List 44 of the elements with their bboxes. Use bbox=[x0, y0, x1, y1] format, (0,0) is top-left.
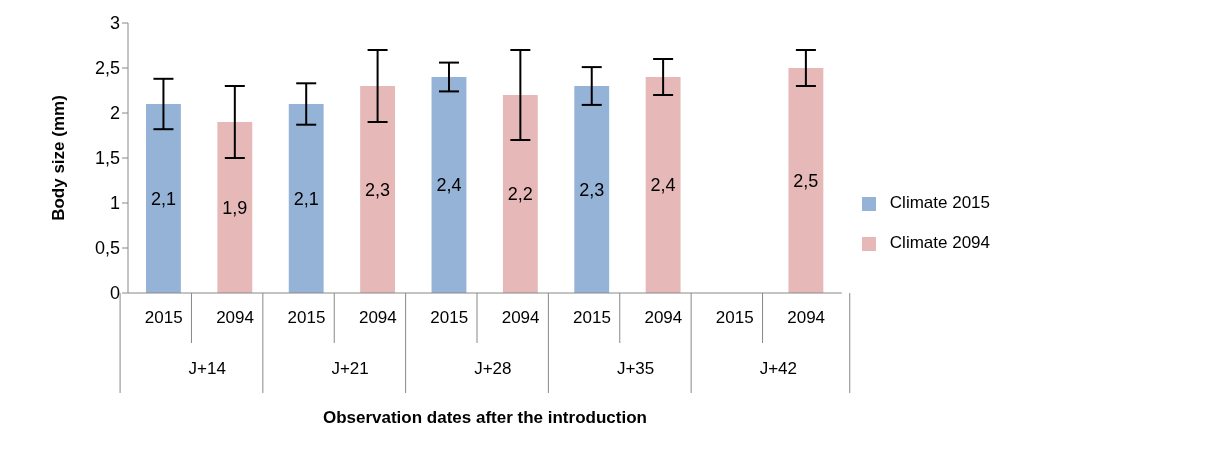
text: J+28 bbox=[474, 359, 512, 378]
legend-label: Climate 2094 bbox=[889, 233, 990, 252]
bar bbox=[360, 86, 396, 293]
text: J+35 bbox=[616, 359, 655, 378]
y-tick-label: 2,5 bbox=[94, 58, 120, 79]
y-tick-label: 0,5 bbox=[94, 238, 120, 259]
x-axis-title: Observation dates after the introduction bbox=[322, 408, 647, 427]
data-label: 2,3 bbox=[365, 179, 391, 200]
y-tick-label: 3 bbox=[109, 13, 120, 34]
bar bbox=[217, 122, 253, 293]
x-tick-label: 2094 bbox=[358, 308, 397, 327]
text: J+42 bbox=[759, 359, 798, 378]
text: J+21 bbox=[331, 359, 369, 378]
x-tick-label: 2015 bbox=[144, 308, 183, 327]
y-axis-title: Body size (mm) bbox=[49, 95, 69, 221]
bar bbox=[788, 68, 824, 293]
text: J+14 bbox=[188, 359, 226, 378]
bar bbox=[146, 104, 181, 293]
y-tick-label: 2 bbox=[109, 103, 120, 124]
data-label: 2,1 bbox=[293, 188, 319, 209]
bar bbox=[288, 104, 324, 293]
x-tick-label: 2015 bbox=[430, 308, 469, 327]
bar bbox=[502, 95, 538, 293]
data-label: 2,5 bbox=[793, 170, 819, 191]
data-label: 2,4 bbox=[436, 175, 462, 195]
bar bbox=[645, 77, 681, 293]
x-tick-label: 2094 bbox=[216, 308, 254, 327]
y-tick-label: 1,5 bbox=[94, 148, 120, 169]
legend-label: Climate 2015 bbox=[889, 193, 990, 212]
data-label: 2,3 bbox=[579, 179, 605, 200]
x-tick-label: 2094 bbox=[644, 308, 683, 327]
bar bbox=[431, 77, 467, 293]
x-tick-label: 2015 bbox=[715, 308, 754, 327]
bar bbox=[574, 86, 610, 293]
x-tick-label: 2015 bbox=[287, 308, 326, 327]
data-label: 2,2 bbox=[507, 184, 533, 204]
x-tick-label: 2094 bbox=[787, 308, 826, 327]
data-label: 2,4 bbox=[650, 175, 676, 195]
x-tick-label: 2094 bbox=[501, 308, 540, 327]
data-label: 1,9 bbox=[222, 197, 248, 218]
data-label: 2,1 bbox=[150, 188, 176, 209]
x-tick-label: 2015 bbox=[573, 308, 611, 327]
y-tick-label: 1 bbox=[109, 193, 120, 214]
y-tick-label: 0 bbox=[109, 283, 120, 304]
